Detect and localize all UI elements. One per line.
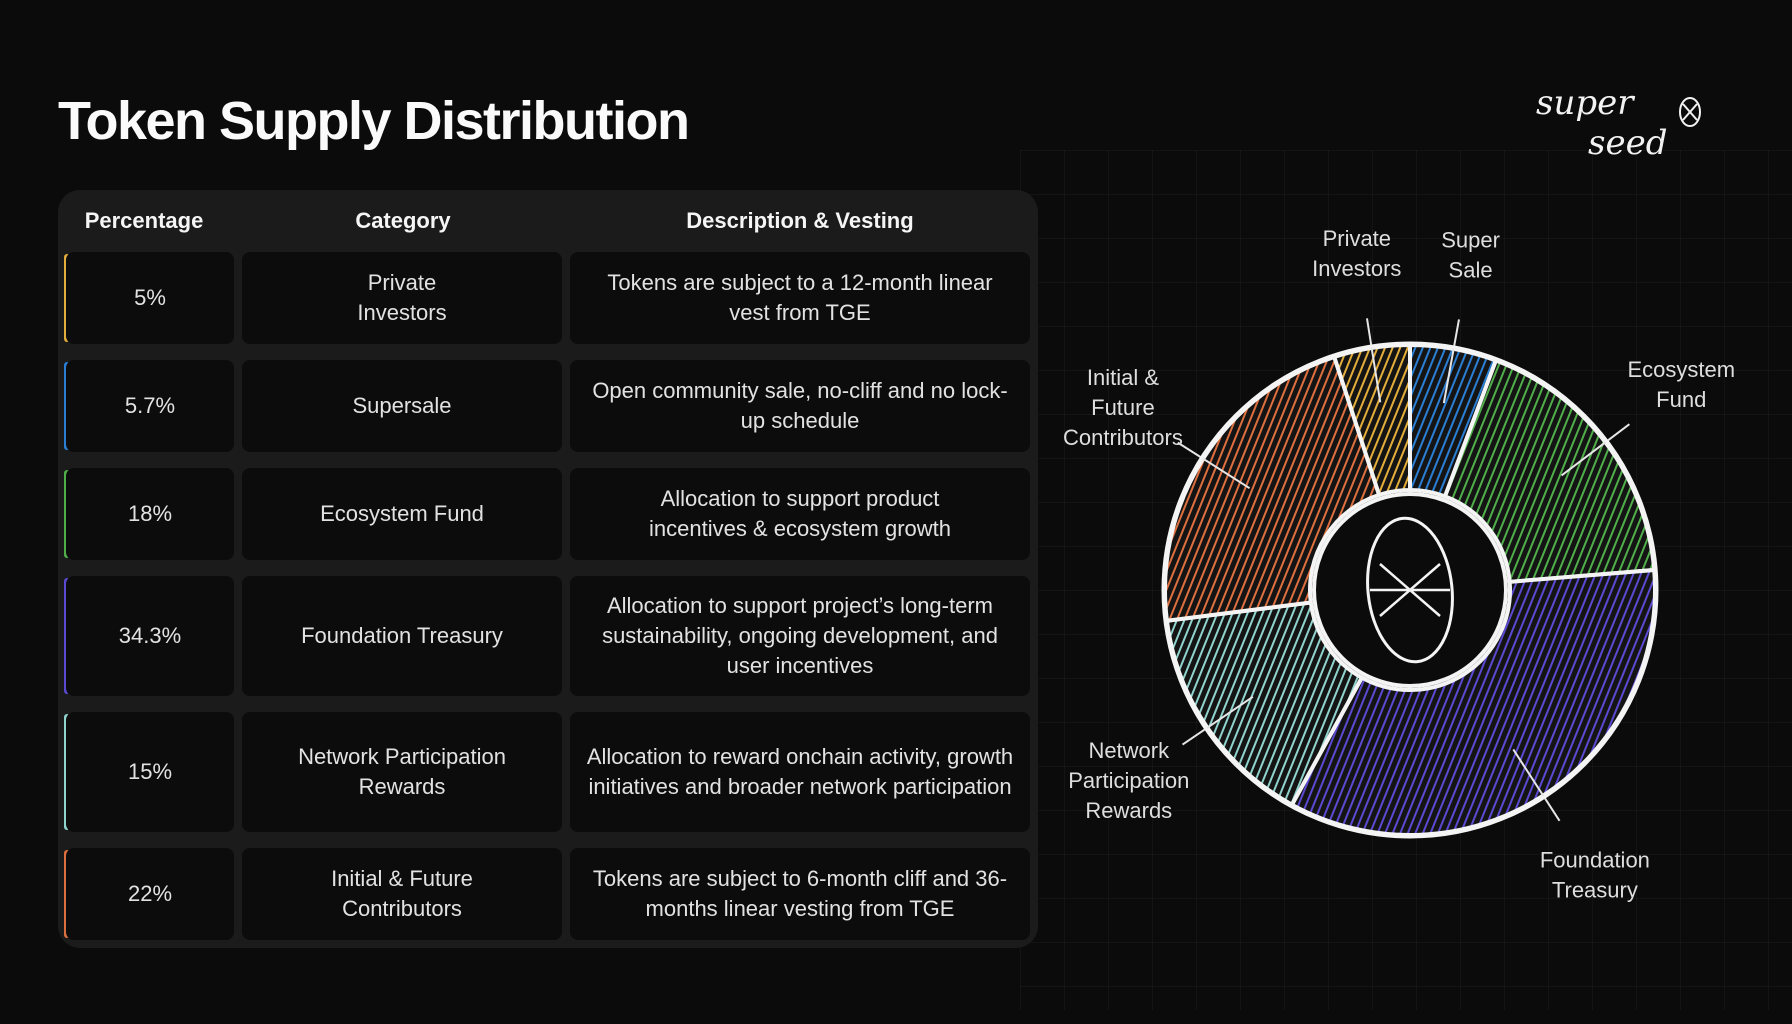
distribution-donut-chart: Super Sale Ecosystem Fund Foundation Treasury… <box>1063 226 1735 902</box>
category-cell: Ecosystem Fund <box>242 468 562 560</box>
distribution-table: Percentage Category Description & Vestin… <box>58 190 1038 948</box>
pie-slice-initial-future-contributors <box>1163 354 1382 623</box>
slice-label: Ecosystem Fund <box>1627 357 1735 412</box>
label-leader-line <box>1512 748 1561 822</box>
table-row: 34.3% Foundation Treasury Allocation to … <box>58 576 1038 696</box>
label-leader-line <box>1365 318 1382 403</box>
slice-label: Network Participation Rewards <box>1068 738 1189 823</box>
category-cell: Foundation Treasury <box>242 576 562 696</box>
description-cell: Allocation to reward onchain activity, g… <box>570 712 1030 832</box>
logo-mark-icon <box>1679 97 1701 127</box>
category-cell: Initial & Future Contributors <box>242 848 562 940</box>
logo-text-seed: seed <box>1588 123 1667 163</box>
label-leader-line <box>1181 695 1254 746</box>
center-logo-icon <box>1366 516 1454 664</box>
header-description: Description & Vesting <box>686 208 914 233</box>
slice-label: Foundation Treasury <box>1540 847 1650 902</box>
slice-label: Private Investors <box>1312 226 1401 281</box>
description-cell: Tokens are subject to 6-month cliff and … <box>570 848 1030 940</box>
pie-slice-foundation-treasury <box>1289 568 1657 837</box>
label-leader-line <box>1442 319 1460 404</box>
description-cell: Allocation to support project’s long-ter… <box>570 576 1030 696</box>
description-cell: Open community sale, no-cliff and no loc… <box>570 360 1030 452</box>
table-row: 5.7% Supersale Open community sale, no-c… <box>58 360 1038 452</box>
table-row: 18% Ecosystem Fund Allocation to support… <box>58 468 1038 560</box>
page-title: Token Supply Distribution <box>58 91 690 151</box>
description-cell: Tokens are subject to a 12-month linear … <box>570 252 1030 344</box>
percentage-cell: 5.7% <box>66 360 234 452</box>
slice-label: Super Sale <box>1441 227 1500 282</box>
slice-label: Initial & Future Contributors <box>1063 365 1183 450</box>
table-row: 22% Initial & Future Contributors Tokens… <box>58 848 1038 940</box>
pie-slice-ecosystem-fund <box>1443 358 1657 584</box>
header-percentage: Percentage <box>84 208 204 233</box>
percentage-cell: 15% <box>66 712 234 832</box>
pie-slice-private-investors <box>1332 343 1412 497</box>
category-cell: Network Participation Rewards <box>242 712 562 832</box>
percentage-cell: 34.3% <box>66 576 234 696</box>
category-cell: Private Investors <box>242 252 562 344</box>
table-header: Percentage Category Description & Vestin… <box>58 190 1038 250</box>
label-leader-line <box>1177 441 1251 490</box>
donut-outer-ring <box>1161 341 1659 839</box>
header-category: Category <box>355 208 451 233</box>
logo-text-super: super <box>1536 83 1635 123</box>
superseed-logo: super seed <box>1536 83 1701 163</box>
table-row: 15% Network Participation Rewards Alloca… <box>58 712 1038 832</box>
percentage-cell: 5% <box>66 252 234 344</box>
percentage-cell: 22% <box>66 848 234 940</box>
description-cell: Allocation to support product incentives… <box>570 468 1030 560</box>
pie-slice-network-participation-rewards <box>1164 600 1364 807</box>
table-row: 5% Private Investors Tokens are subject … <box>58 252 1038 344</box>
percentage-cell: 18% <box>66 468 234 560</box>
label-leader-line <box>1560 423 1630 477</box>
category-cell: Supersale <box>242 360 562 452</box>
